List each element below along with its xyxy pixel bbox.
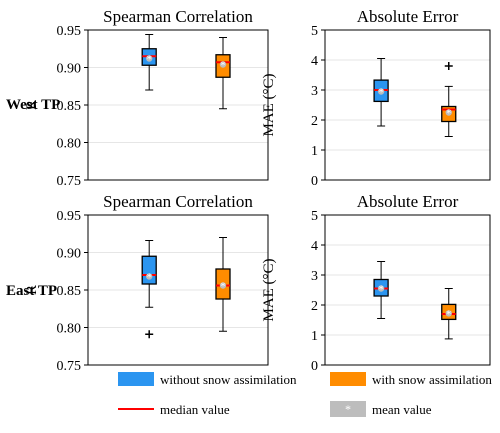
- box-without: *: [141, 34, 157, 91]
- panel-title: Absolute Error: [357, 7, 459, 26]
- mean-marker: [377, 88, 385, 95]
- y-tick-label: 4: [311, 239, 318, 254]
- panel-title: Absolute Error: [357, 192, 459, 211]
- row-label-west: West TP: [6, 97, 60, 113]
- y-tick-label: 0.75: [57, 174, 82, 189]
- y-tick-label: 0.80: [57, 137, 82, 152]
- y-axis-label: MAE (°C): [261, 73, 277, 136]
- box-without: *: [141, 240, 157, 339]
- box-with: *: [215, 237, 231, 332]
- y-tick-label: 2: [311, 114, 318, 129]
- y-tick-label: 0: [311, 359, 318, 374]
- y-tick-label: 1: [311, 329, 318, 344]
- panel-1: Spearman Correlation 0.75 0.80 0.85 0.90 0.95…: [24, 7, 269, 189]
- box-with: *: [215, 37, 231, 110]
- plot-frame: [87, 214, 269, 366]
- y-tick-label: 0.95: [57, 24, 82, 39]
- mean-star: *: [221, 282, 226, 293]
- panel-2: Absolute Error 0 1 2 3 4 5 MAE (°C) * *: [261, 7, 491, 189]
- y-tick-label: 5: [311, 209, 318, 224]
- y-tick-label: 3: [311, 269, 318, 284]
- legend: without snow assimilation with snow assi…: [118, 372, 492, 417]
- legend-with-label: with snow assimilation: [372, 372, 492, 387]
- mean-marker: [146, 55, 153, 62]
- y-tick-label: 4: [311, 54, 318, 69]
- plot-frame: [87, 29, 269, 181]
- y-tick-label: 2: [311, 299, 318, 314]
- legend-mean-star: *: [345, 402, 351, 416]
- mean-star: *: [379, 88, 384, 99]
- y-axis-label: MAE (°C): [261, 258, 277, 321]
- legend-with-swatch: [330, 372, 366, 386]
- outlier-marker: [145, 330, 154, 339]
- y-tick-label: 0: [311, 174, 318, 189]
- y-tick-label: 1: [311, 144, 318, 159]
- panel-title: Spearman Correlation: [103, 192, 253, 211]
- y-tick-label: 3: [311, 84, 318, 99]
- mean-star: *: [379, 285, 384, 296]
- plot-frame: [324, 29, 491, 181]
- mean-star: *: [221, 61, 226, 72]
- mean-star: *: [446, 109, 451, 120]
- mean-marker: [445, 310, 452, 317]
- box-without: *: [373, 58, 389, 127]
- panel-3: Spearman Correlation 0.75 0.80 0.85 0.90 0.95…: [24, 192, 269, 374]
- mean-star: *: [147, 55, 152, 66]
- row-label-east: East TP: [6, 283, 57, 299]
- mean-star: *: [446, 309, 451, 320]
- y-tick-label: 0.80: [57, 322, 82, 337]
- legend-mean-swatch: [330, 401, 366, 417]
- box-iqr: [141, 255, 157, 285]
- legend-mean-label: mean value: [372, 402, 432, 417]
- outlier-marker: [444, 62, 453, 70]
- y-tick-label: 0.95: [57, 209, 82, 224]
- y-axis-label: R: [24, 285, 40, 295]
- mean-marker: [219, 282, 227, 289]
- legend-median-label: median value: [160, 402, 230, 417]
- panel-4: Absolute Error 0 1 2 3 4 5 MAE (°C) * *: [261, 192, 491, 374]
- box-with: *: [441, 62, 457, 137]
- y-tick-label: 0.85: [57, 284, 82, 299]
- panel-title: Spearman Correlation: [103, 7, 253, 26]
- y-axis-label: R: [24, 100, 40, 110]
- mean-marker: [219, 61, 227, 68]
- plot-frame: [324, 214, 491, 366]
- box-without: *: [373, 261, 389, 319]
- mean-marker: [377, 285, 385, 292]
- mean-marker: [146, 273, 153, 280]
- legend-without-swatch: [118, 372, 154, 386]
- chart-panels: Spearman Correlation 0.75 0.80 0.85 0.90 0.95…: [24, 7, 491, 374]
- y-tick-label: 5: [311, 24, 318, 39]
- box-with: *: [441, 288, 457, 340]
- mean-marker: [445, 109, 452, 116]
- legend-without-label: without snow assimilation: [160, 372, 297, 387]
- mean-star: *: [147, 273, 152, 284]
- y-tick-label: 0.75: [57, 359, 82, 374]
- y-tick-label: 0.90: [57, 62, 82, 77]
- y-tick-label: 0.90: [57, 247, 82, 262]
- y-tick-label: 0.85: [57, 99, 82, 114]
